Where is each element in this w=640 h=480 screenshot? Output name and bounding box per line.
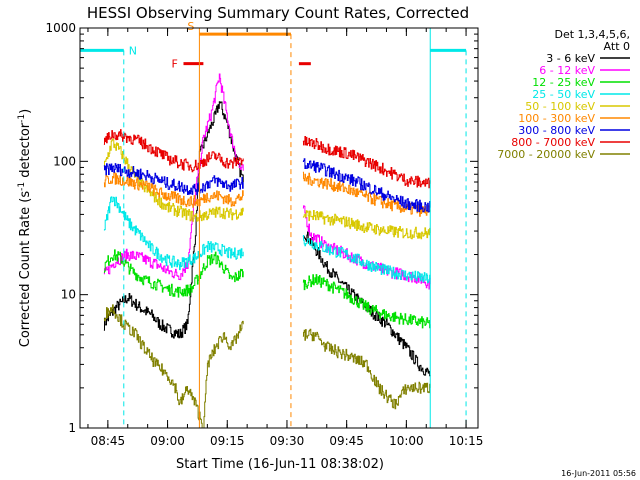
detectors-label: Det 1,3,4,5,6, bbox=[554, 28, 630, 41]
series-300-800-kev-segment-2 bbox=[302, 158, 431, 213]
x-tick-label-09-00: 09:00 bbox=[150, 434, 185, 448]
legend-label-300-800-kev: 300 - 800 keV bbox=[518, 124, 595, 137]
y-axis-label: Corrected Count Rate (s-1 detector-1) bbox=[17, 109, 33, 347]
status-bar-3: S bbox=[187, 20, 292, 428]
series-12-25-kev-segment-1 bbox=[103, 249, 244, 298]
x-tick-label-10-15: 10:15 bbox=[449, 434, 484, 448]
status-bar-1: N bbox=[80, 44, 137, 428]
series-12-25-kev-segment-2 bbox=[302, 274, 431, 329]
series-7000-20000-kev-segment-2 bbox=[302, 328, 431, 410]
series-800-7000-kev-segment-1 bbox=[103, 129, 244, 173]
y-axis-label-exp1: -1 bbox=[17, 182, 27, 191]
y-tick-label-100: 100 bbox=[53, 154, 76, 168]
legend-label-100-300-kev: 100 - 300 keV bbox=[518, 112, 595, 125]
series-12-25-kev bbox=[103, 249, 431, 329]
series-7000-20000-kev-segment-1 bbox=[103, 304, 244, 429]
series-50-100-kev-segment-2 bbox=[302, 210, 431, 240]
series-7000-20000-kev bbox=[103, 304, 431, 429]
legend-label-50-100-kev: 50 - 100 keV bbox=[525, 100, 595, 113]
series-300-800-kev bbox=[103, 158, 431, 213]
status-bar-4: F bbox=[171, 58, 204, 71]
plot-frame bbox=[79, 27, 479, 429]
series-25-50-kev-segment-1 bbox=[103, 196, 244, 271]
series-300-800-kev-segment-1 bbox=[103, 163, 244, 196]
y-tick-label-1: 1 bbox=[68, 421, 76, 435]
legend-label-7000-20000-kev: 7000 - 20000 keV bbox=[497, 148, 595, 161]
series-800-7000-kev-segment-2 bbox=[302, 136, 431, 189]
y-tick-label-1000: 1000 bbox=[45, 21, 76, 35]
x-tick-label-09-15: 09:15 bbox=[210, 434, 245, 448]
x-tick-label-09-45: 09:45 bbox=[329, 434, 364, 448]
status-bar-2 bbox=[430, 48, 467, 428]
plot-marks: N S F bbox=[80, 20, 467, 429]
legend-label-800-7000-kev: 800 - 7000 keV bbox=[511, 136, 595, 149]
series-100-300-kev-segment-1 bbox=[103, 172, 244, 208]
series-50-100-kev-segment-1 bbox=[103, 138, 244, 222]
y-axis-label-main: Corrected Count Rate (s bbox=[18, 191, 33, 348]
x-axis-label: Start Time (16-Jun-11 08:38:02) bbox=[176, 457, 384, 472]
y-axis-label-end: ) bbox=[18, 109, 33, 114]
y-tick-label-10: 10 bbox=[61, 288, 76, 302]
legend-label-12-25-kev: 12 - 25 keV bbox=[532, 76, 595, 89]
chart-title: HESSI Observing Summary Count Rates, Cor… bbox=[87, 4, 469, 22]
series-25-50-kev-segment-2 bbox=[302, 235, 431, 284]
y-axis-label-exp2: -1 bbox=[17, 114, 27, 123]
series-50-100-kev bbox=[103, 138, 431, 240]
attenuator-label: Att 0 bbox=[604, 40, 630, 53]
y-axis-label-mid: detector bbox=[18, 122, 33, 182]
x-tick-label-08-45: 08:45 bbox=[91, 434, 126, 448]
x-tick-label-09-30: 09:30 bbox=[270, 434, 305, 448]
status-bar-4-label: F bbox=[171, 58, 177, 71]
series-3-6-kev-segment-1 bbox=[103, 101, 244, 339]
series-25-50-kev bbox=[103, 196, 431, 284]
status-bar-1-label: N bbox=[129, 44, 137, 57]
series-6-12-kev-segment-1 bbox=[103, 73, 244, 281]
timestamp: 16-Jun-2011 05:56 bbox=[561, 469, 636, 478]
legend-label-25-50-kev: 25 - 50 keV bbox=[532, 88, 595, 101]
series-3-6-kev bbox=[103, 101, 431, 377]
status-bar-3-label: S bbox=[187, 20, 194, 33]
legend-label-3-6-kev: 3 - 6 keV bbox=[546, 52, 595, 65]
series-800-7000-kev bbox=[103, 129, 431, 189]
axis-ticks: 1 10 100 1000 08:45 09:00 09:15 09:30 09:45 10:00… bbox=[45, 21, 483, 448]
legend-label-6-12-kev: 6 - 12 keV bbox=[539, 64, 595, 77]
x-tick-label-10-00: 10:00 bbox=[389, 434, 424, 448]
